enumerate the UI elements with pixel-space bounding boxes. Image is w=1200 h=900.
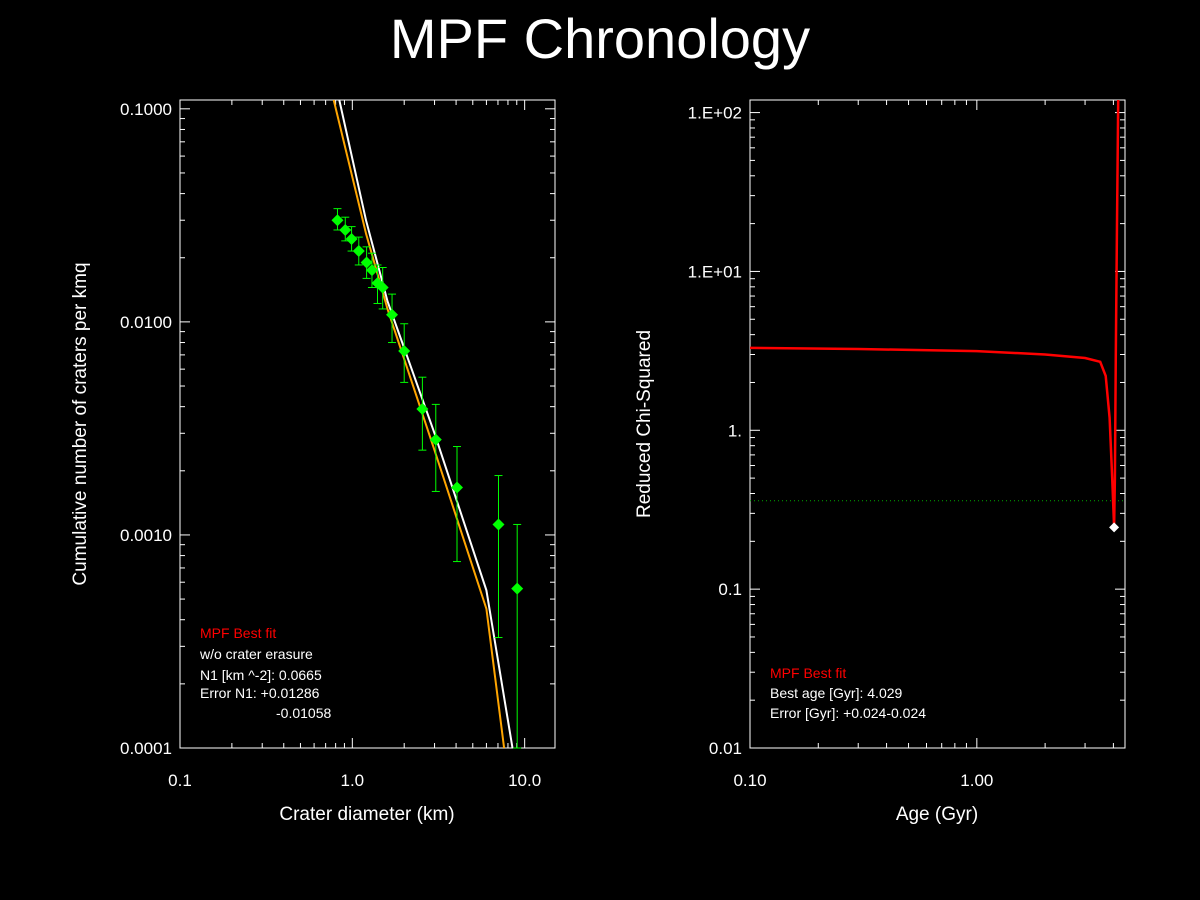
data-point [416, 403, 429, 416]
right-legend-line: Best age [Gyr]: 4.029 [770, 685, 903, 701]
data-point [352, 245, 365, 258]
right-legend-line: Error [Gyr]: +0.024-0.024 [770, 705, 926, 721]
right-legend: MPF Best fit Best age [Gyr]: 4.029 Error… [770, 665, 926, 721]
right-x-tick-label: 0.10 [733, 771, 766, 790]
data-point [492, 518, 505, 531]
data-point [429, 433, 442, 446]
left-legend-line: -0.01058 [276, 705, 331, 721]
left-fit-lines [332, 100, 514, 748]
right-y-tick-label: 1.E+02 [688, 104, 742, 123]
left-y-tick-label: 0.1000 [120, 100, 172, 119]
orange-fit-line [332, 100, 506, 748]
left-legend-heading: MPF Best fit [200, 625, 276, 641]
left-tick-labels: 0.1 1.0 10.0 0.0001 0.0010 0.0100 0.1000 [120, 100, 541, 790]
chi-squared-curve [750, 100, 1120, 528]
left-x-tick-label: 10.0 [508, 771, 541, 790]
left-x-axis-label: Crater diameter (km) [279, 804, 454, 825]
crater-size-frequency-chart: 0.1 1.0 10.0 0.0001 0.0010 0.0100 0.1000 Crate… [70, 99, 556, 825]
right-y-tick-label: 1.E+01 [688, 262, 742, 281]
right-x-tick-label: 1.00 [960, 771, 993, 790]
right-plot-frame [749, 99, 1126, 749]
left-x-tick-label: 1.0 [341, 771, 365, 790]
data-point [360, 256, 373, 269]
data-point [331, 214, 344, 227]
data-point [339, 223, 352, 236]
right-legend-heading: MPF Best fit [770, 665, 846, 681]
right-x-axis-label: Age (Gyr) [896, 804, 978, 825]
right-y-tick-label: 1. [728, 421, 742, 440]
data-point [365, 264, 378, 277]
right-lines [750, 100, 1125, 533]
white-fit-line [338, 100, 514, 748]
data-point [386, 308, 399, 321]
left-legend: MPF Best fit w/o crater erasure N1 [km ^… [199, 625, 331, 721]
left-data-points [331, 208, 524, 749]
data-point [398, 344, 411, 357]
right-y-tick-label: 0.1 [718, 580, 742, 599]
left-legend-line: N1 [km ^-2]: 0.0665 [200, 667, 322, 683]
left-y-tick-label: 0.0001 [120, 739, 172, 758]
left-legend-line: w/o crater erasure [199, 646, 313, 662]
left-y-tick-label: 0.0100 [120, 313, 172, 332]
data-point [511, 582, 524, 595]
right-y-axis-label: Reduced Chi-Squared [634, 330, 655, 518]
left-y-tick-label: 0.0010 [120, 526, 172, 545]
right-y-tick-label: 0.01 [709, 739, 742, 758]
right-ticks [749, 100, 1125, 749]
left-x-tick-label: 0.1 [168, 771, 192, 790]
chi-squared-age-chart: 0.10 1.000.010.11.1.E+011.E+02 Age (Gyr) … [634, 99, 1126, 825]
data-point [451, 481, 464, 494]
left-legend-line: Error N1: +0.01286 [200, 685, 320, 701]
data-point [376, 281, 389, 294]
data-point [345, 232, 358, 245]
right-tick-labels: 0.10 1.00 0.01 0.1 1. 1.E+01 1.E+02 [688, 104, 994, 790]
page-title: MPF Chronology [389, 7, 811, 70]
best-fit-marker [1109, 522, 1120, 533]
left-y-axis-label: Cumulative number of craters per kmq [70, 262, 91, 585]
left-plot-frame [179, 99, 556, 749]
